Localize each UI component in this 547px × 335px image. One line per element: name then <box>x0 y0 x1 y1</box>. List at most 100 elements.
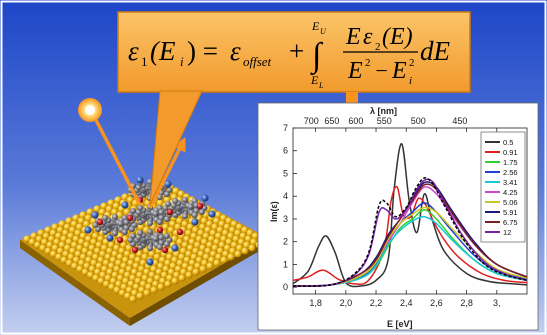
gold-atom <box>115 259 123 267</box>
legend-label: 4.25 <box>503 188 518 197</box>
gold-atom <box>123 271 132 279</box>
gold-atom <box>148 250 156 258</box>
gold-atom <box>120 283 128 291</box>
gold-atom <box>216 226 224 234</box>
oxygen-atom <box>131 246 139 254</box>
carbon-atom <box>158 209 165 216</box>
gold-atom <box>164 280 172 288</box>
gold-atom <box>121 193 129 201</box>
gold-atom <box>181 262 189 270</box>
gold-atom <box>218 220 226 228</box>
series-3.41 <box>292 215 528 287</box>
gold-atom <box>166 274 174 282</box>
nitrogen-atom <box>84 226 92 234</box>
carbon-atom <box>147 245 153 252</box>
gold-atom <box>167 268 175 276</box>
gold-atom <box>190 232 198 240</box>
gold-atom <box>70 220 78 228</box>
gold-atom <box>118 289 126 297</box>
legend-label: 12 <box>503 228 511 237</box>
gold-atom <box>211 244 219 252</box>
gold-atom <box>127 259 135 267</box>
gold-atom <box>192 247 200 255</box>
legend-label: 3.41 <box>503 178 518 187</box>
gold-atom <box>120 262 128 270</box>
gold-atom <box>77 238 86 246</box>
gold-atom <box>139 259 147 267</box>
gold-atom <box>172 187 180 195</box>
gold-atom <box>211 223 219 231</box>
gold-atom <box>99 250 107 258</box>
oxygen-atom <box>126 214 134 222</box>
gold-atom <box>139 280 147 288</box>
gold-atom <box>137 223 145 231</box>
gold-atom <box>204 247 212 255</box>
gold-atom <box>244 235 252 243</box>
gold-atom <box>130 268 139 276</box>
series-0.5 <box>292 143 528 288</box>
gold-atom <box>241 226 249 234</box>
gold-atom <box>48 235 56 243</box>
gold-atom <box>185 271 193 279</box>
gold-atom <box>127 280 135 288</box>
gold-atom <box>176 238 184 246</box>
gold-atom <box>76 244 84 252</box>
gold-atom <box>116 211 124 219</box>
gold-slab-left-edge <box>20 240 130 326</box>
differential: dE <box>420 36 451 66</box>
gold-atom <box>120 241 128 249</box>
gold-atom <box>113 286 121 294</box>
y-axis-label: Im(ε) <box>269 201 279 222</box>
gold-atom <box>86 250 94 258</box>
den-E1: E <box>347 58 363 84</box>
gold-atom <box>129 295 137 303</box>
gold-atom <box>172 250 181 258</box>
carbon-atom <box>182 213 188 220</box>
upper-limit-sub: U <box>320 27 327 36</box>
gold-atom <box>185 229 193 237</box>
gold-atom <box>236 244 244 252</box>
carbon-atom <box>112 230 118 237</box>
carbon-atom <box>147 220 153 227</box>
gold-atom <box>216 247 224 255</box>
gold-atom <box>239 232 247 240</box>
gold-atom <box>83 220 91 228</box>
gold-atom <box>209 250 217 258</box>
gold-atom <box>55 232 63 240</box>
gold-atom <box>37 229 45 237</box>
gold-atom <box>58 241 66 249</box>
gold-atom <box>201 259 209 267</box>
gold-atom <box>131 289 139 297</box>
gold-atom <box>241 247 249 255</box>
gold-atom <box>220 235 228 243</box>
gold-atom <box>229 247 237 255</box>
plot-frame <box>292 127 528 295</box>
series-2.56 <box>292 202 528 287</box>
gold-atom <box>206 262 214 270</box>
gold-atom <box>49 229 57 237</box>
gold-atom <box>95 262 103 270</box>
gold-atom <box>72 235 80 243</box>
carbon-atom <box>158 234 165 241</box>
gold-atom <box>71 262 79 270</box>
gold-atom <box>104 253 112 261</box>
legend-label: 5.91 <box>503 208 518 217</box>
top-tick-label: 450 <box>452 116 467 126</box>
gold-atom <box>179 247 188 255</box>
y-tick-label: 2 <box>283 237 288 247</box>
gold-atom <box>180 268 188 276</box>
nitrogen-atom <box>171 244 179 252</box>
gold-atom <box>165 253 174 261</box>
nitrogen-atom <box>191 218 199 226</box>
carbon-atom <box>102 214 109 221</box>
gold-atom <box>56 247 65 255</box>
carbon-atom <box>163 191 170 198</box>
gold-atom <box>160 271 168 279</box>
gold-atom <box>176 217 184 225</box>
gold-atom <box>62 229 70 237</box>
lhs-close: ) = <box>187 36 225 66</box>
carbon-atom <box>123 219 130 226</box>
carbon-atom <box>137 229 144 236</box>
gold-atom <box>121 235 129 243</box>
carbon-atom <box>147 228 153 235</box>
